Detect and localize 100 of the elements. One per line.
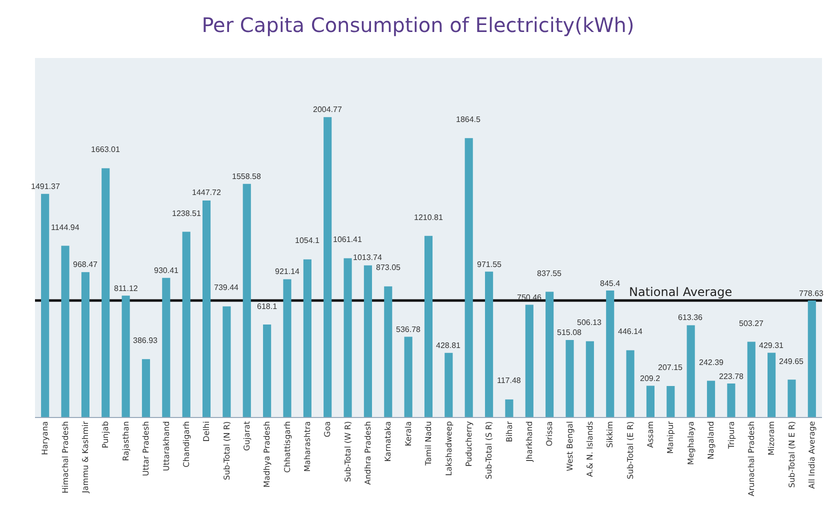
bar (384, 286, 392, 417)
bar (546, 292, 554, 417)
data-label: 1144.94 (51, 223, 80, 232)
x-tick-label: Karnataka (384, 421, 393, 462)
bar (283, 279, 292, 417)
bar (505, 399, 514, 417)
bar (788, 380, 796, 417)
data-label: 223.78 (719, 372, 744, 381)
data-label: 1061.41 (333, 235, 362, 244)
data-label: 930.41 (154, 266, 180, 275)
x-tick-label: Jammu & Kashmir (81, 420, 90, 494)
data-label: 1238.51 (172, 209, 202, 218)
x-tick-label: Rajasthan (121, 421, 130, 461)
data-label: 1013.74 (353, 253, 382, 262)
bar (364, 265, 372, 417)
x-tick-label: Jharkhand (525, 421, 534, 463)
chart-title: Per Capita Consumption of Electricity(kWh) (202, 13, 634, 38)
x-tick-label: All India Average (808, 421, 817, 489)
x-tick-label: Meghalaya (686, 421, 696, 465)
x-tick-label: Haryana (40, 421, 50, 456)
bar (485, 272, 494, 417)
bar (222, 306, 231, 417)
data-label: 503.27 (739, 319, 764, 328)
x-tick-label: Himachal Pradesh (60, 421, 70, 494)
bar (626, 350, 634, 417)
x-tick-label: Delhi (202, 421, 212, 442)
data-label: 386.93 (133, 336, 158, 345)
x-tick-label: Sub-Total (N R) (222, 421, 232, 480)
data-label: 618.1 (257, 302, 278, 311)
bar (586, 341, 594, 417)
bar (464, 138, 473, 417)
bar (324, 117, 332, 417)
data-label: 429.31 (759, 341, 784, 350)
data-label: 1491.37 (31, 182, 60, 191)
data-label: 1663.01 (91, 145, 120, 154)
data-label: 2004.77 (313, 105, 342, 114)
data-label: 515.08 (557, 328, 582, 337)
data-label: 837.55 (537, 269, 562, 278)
data-label: 506.13 (577, 318, 602, 327)
x-tick-label: Uttarakhand (162, 421, 171, 472)
bar (706, 380, 716, 417)
x-tick-label: Sub-Total (E R) (626, 421, 635, 480)
data-label: 209.2 (640, 374, 661, 383)
x-tick-label: Tamil Nadu (424, 421, 434, 466)
x-tick-label: Nagaland (706, 421, 716, 460)
data-label: 1210.81 (414, 213, 444, 222)
x-tick-label: Chhattisgarh (282, 421, 292, 473)
bar (41, 194, 50, 417)
bar (424, 236, 433, 417)
data-label: 845.4 (600, 279, 621, 288)
bar (162, 278, 170, 417)
bar (344, 258, 352, 417)
data-label: 739.44 (214, 283, 240, 292)
bar (747, 342, 756, 417)
bar (303, 259, 312, 417)
bar (646, 386, 655, 417)
x-tick-label: Chandigarh (182, 421, 191, 468)
x-tick-label: Punjab (101, 421, 110, 448)
data-label: 207.15 (658, 363, 684, 372)
bar (404, 336, 412, 417)
data-label: 873.05 (376, 263, 402, 272)
x-tick-label: Lakshadweep (444, 421, 454, 476)
x-tick-label: Arunachal Pradesh (746, 421, 756, 496)
data-label: 1864.5 (456, 115, 482, 124)
bar (666, 386, 675, 417)
bar (727, 384, 736, 417)
x-tick-label: A.& N. Islands (586, 421, 595, 477)
bar (242, 184, 251, 417)
x-tick-label: Sub-Total (W R) (343, 421, 352, 482)
data-label: 778.63 (799, 289, 824, 298)
bar (525, 304, 534, 417)
data-label: 1054.1 (295, 236, 320, 245)
data-label: 428.81 (436, 341, 462, 350)
ref-line-label: National Average (629, 285, 732, 299)
bar (202, 200, 211, 417)
bar (102, 168, 110, 417)
x-tick-label: Kerala (404, 421, 413, 446)
x-tick-label: Assam (646, 421, 656, 448)
x-tick-label: Sikkim (606, 421, 615, 448)
x-tick-label: Maharashtra (303, 421, 312, 472)
x-tick-label: Orissa (545, 421, 554, 446)
bar (61, 246, 70, 417)
bar (566, 340, 574, 417)
data-label: 971.55 (477, 260, 502, 269)
data-label: 242.39 (699, 358, 724, 367)
bar (81, 272, 90, 417)
x-tick-label: Goa (323, 421, 332, 438)
x-tick-label: Manipur (666, 420, 676, 454)
data-label: 921.14 (275, 267, 300, 276)
x-tick-label: Sub-Total (S R) (484, 421, 494, 480)
data-label: 1558.58 (232, 172, 262, 181)
bar (444, 352, 453, 417)
data-label: 613.36 (678, 313, 704, 322)
bar (768, 352, 776, 417)
bar (122, 296, 130, 417)
data-label: 446.14 (618, 327, 644, 336)
x-tick-label: Puducherry (464, 420, 474, 467)
bar (182, 232, 190, 417)
data-label: 811.12 (114, 284, 138, 293)
bar (808, 300, 816, 417)
